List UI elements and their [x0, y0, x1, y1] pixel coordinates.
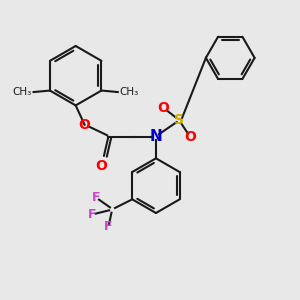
Text: CH₃: CH₃ — [119, 87, 139, 97]
Text: F: F — [104, 220, 113, 233]
Text: O: O — [95, 159, 107, 173]
Text: O: O — [79, 118, 91, 132]
Text: N: N — [150, 129, 162, 144]
Text: O: O — [158, 101, 170, 115]
Text: S: S — [174, 113, 184, 127]
Text: F: F — [92, 191, 101, 204]
Text: O: O — [184, 130, 196, 144]
Text: F: F — [88, 208, 96, 221]
Text: CH₃: CH₃ — [13, 87, 32, 97]
